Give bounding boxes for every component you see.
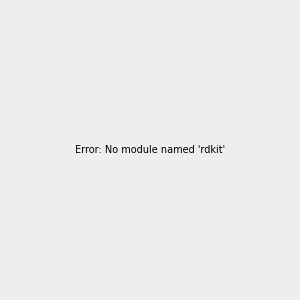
Text: Error: No module named 'rdkit': Error: No module named 'rdkit' (75, 145, 225, 155)
